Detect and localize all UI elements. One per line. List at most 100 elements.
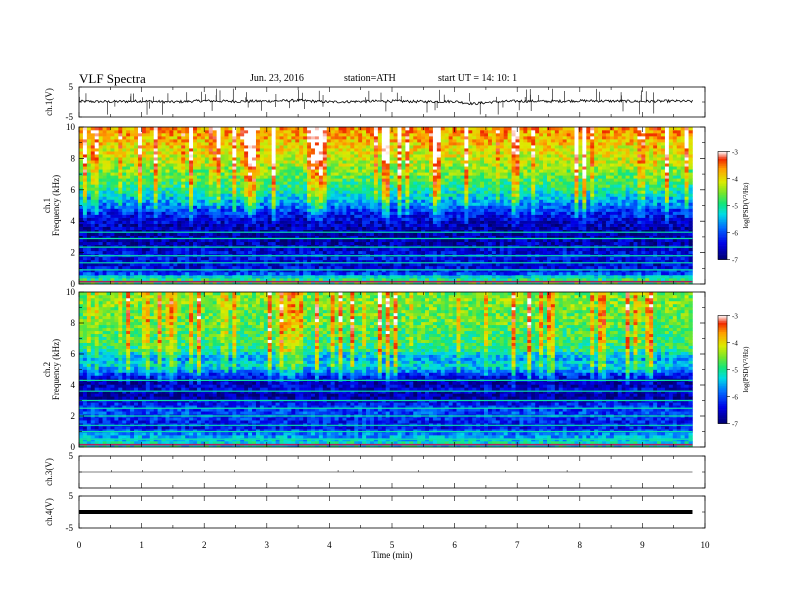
spectrogram-cell: [401, 268, 406, 273]
spectrogram-cell: [106, 169, 111, 173]
spectrogram-cell: [303, 190, 308, 194]
spectrogram-cell: [377, 193, 383, 197]
spectrogram-cell: [373, 139, 379, 143]
spectrogram-cell: [425, 130, 430, 134]
spectrogram-cell: [106, 130, 111, 134]
spectrogram-cell: [413, 277, 418, 282]
spectrogram-cell: [137, 262, 143, 267]
spectrogram-cell: [429, 166, 434, 170]
spectrogram-cell: [279, 235, 284, 240]
spectrogram-cell: [169, 205, 174, 209]
spectrogram-cell: [417, 139, 422, 143]
spectrogram-cell: [287, 211, 292, 215]
spectrogram-cell: [417, 271, 422, 276]
spectrogram-cell: [346, 166, 351, 170]
spectrogram-cell: [397, 130, 402, 134]
spectrogram-cell: [110, 271, 115, 276]
spectrogram-cell: [114, 190, 119, 194]
spectrogram-cell: [373, 136, 379, 140]
spectrogram-cell: [181, 223, 186, 227]
spectrogram-cell: [157, 181, 162, 185]
spectrogram-cell: [385, 277, 390, 282]
spectrogram-cell: [236, 172, 241, 176]
spectrogram-cell: [436, 238, 442, 243]
spectrogram-cell: [240, 259, 245, 264]
spectrogram-cell: [196, 217, 202, 221]
spectrogram-cell: [432, 250, 438, 255]
spectrogram-cell: [165, 130, 170, 134]
spectrogram-cell: [421, 169, 426, 173]
spectrogram-cell: [275, 151, 280, 155]
spectrogram-cell: [263, 259, 269, 264]
spectrogram-cell: [244, 142, 249, 146]
spectrogram-cell: [173, 127, 178, 131]
spectrogram-cell: [314, 211, 320, 215]
spectrogram-cell: [429, 235, 434, 240]
spectrogram-cell: [409, 205, 414, 209]
spectrogram-cell: [173, 244, 178, 249]
spectrogram-cell: [200, 142, 206, 146]
y-tick-label: -5: [66, 112, 74, 122]
spectrogram-cell: [228, 187, 233, 191]
spectrogram-cell: [130, 160, 135, 164]
spectrogram-cell: [381, 193, 387, 197]
spectrogram-cell: [314, 277, 320, 282]
spectrogram-cell: [401, 256, 406, 261]
spectrogram-cell: [177, 157, 182, 161]
spectrogram-cell: [303, 196, 308, 200]
spectrogram-cell: [145, 220, 151, 224]
spectrogram-cell: [157, 187, 162, 191]
spectrogram-cell: [86, 277, 92, 282]
spectrogram-cell: [244, 238, 249, 243]
spectrogram-cell: [413, 199, 418, 203]
spectrogram-cell: [193, 280, 198, 285]
spectrogram-cell: [425, 259, 430, 264]
spectrogram-cell: [299, 268, 304, 273]
spectrogram-cell: [401, 136, 406, 140]
spectrogram-cell: [181, 178, 186, 182]
spectrogram-cell: [137, 151, 143, 155]
spectrogram-cell: [149, 154, 155, 158]
spectrogram-cell: [106, 163, 111, 167]
spectrogram-cell: [86, 142, 92, 146]
spectrogram-cell: [429, 250, 434, 255]
spectrogram-cell: [366, 277, 371, 282]
spectrogram-cell: [432, 190, 438, 194]
spectrogram-cell: [165, 277, 170, 282]
spectrogram-cell: [212, 199, 217, 203]
spectrogram-cell: [425, 268, 430, 273]
spectrogram-cell: [220, 127, 225, 131]
spectrogram-cell: [79, 271, 84, 276]
spectrogram-cell: [193, 241, 198, 246]
spectrogram-cell: [134, 169, 139, 173]
spectrogram-cell: [370, 139, 375, 143]
spectrogram-cell: [275, 202, 280, 206]
spectrogram-cell: [149, 217, 155, 221]
spectrogram-cell: [444, 259, 449, 264]
spectrogram-cell: [94, 208, 99, 212]
spectrogram-cell: [102, 190, 107, 194]
spectrogram-cell: [126, 247, 131, 252]
spectrogram-cell: [311, 133, 316, 137]
spectrogram-cell: [413, 220, 418, 224]
spectrogram-cell: [259, 277, 265, 282]
spectrogram-cell: [224, 175, 229, 179]
spectrogram-cell: [220, 181, 225, 185]
spectrogram-cell: [185, 262, 190, 267]
spectrogram-cell: [79, 244, 84, 249]
spectrogram-cell: [417, 244, 422, 249]
spectrogram-cell: [157, 145, 162, 149]
spectrogram-cell: [126, 169, 131, 173]
spectrogram-cell: [208, 145, 213, 149]
spectrogram-cell: [307, 217, 312, 221]
spectrogram-cell: [287, 199, 292, 203]
spectrogram-cell: [232, 133, 237, 137]
spectrogram-cell: [417, 157, 422, 161]
spectrogram-cell: [177, 229, 182, 233]
spectrogram-cell: [255, 157, 261, 161]
spectrogram-cell: [248, 184, 253, 188]
spectrogram-cell: [299, 136, 304, 140]
spectrogram-cell: [149, 157, 155, 161]
spectrogram-cell: [354, 223, 359, 227]
spectrogram-cell: [303, 214, 308, 218]
